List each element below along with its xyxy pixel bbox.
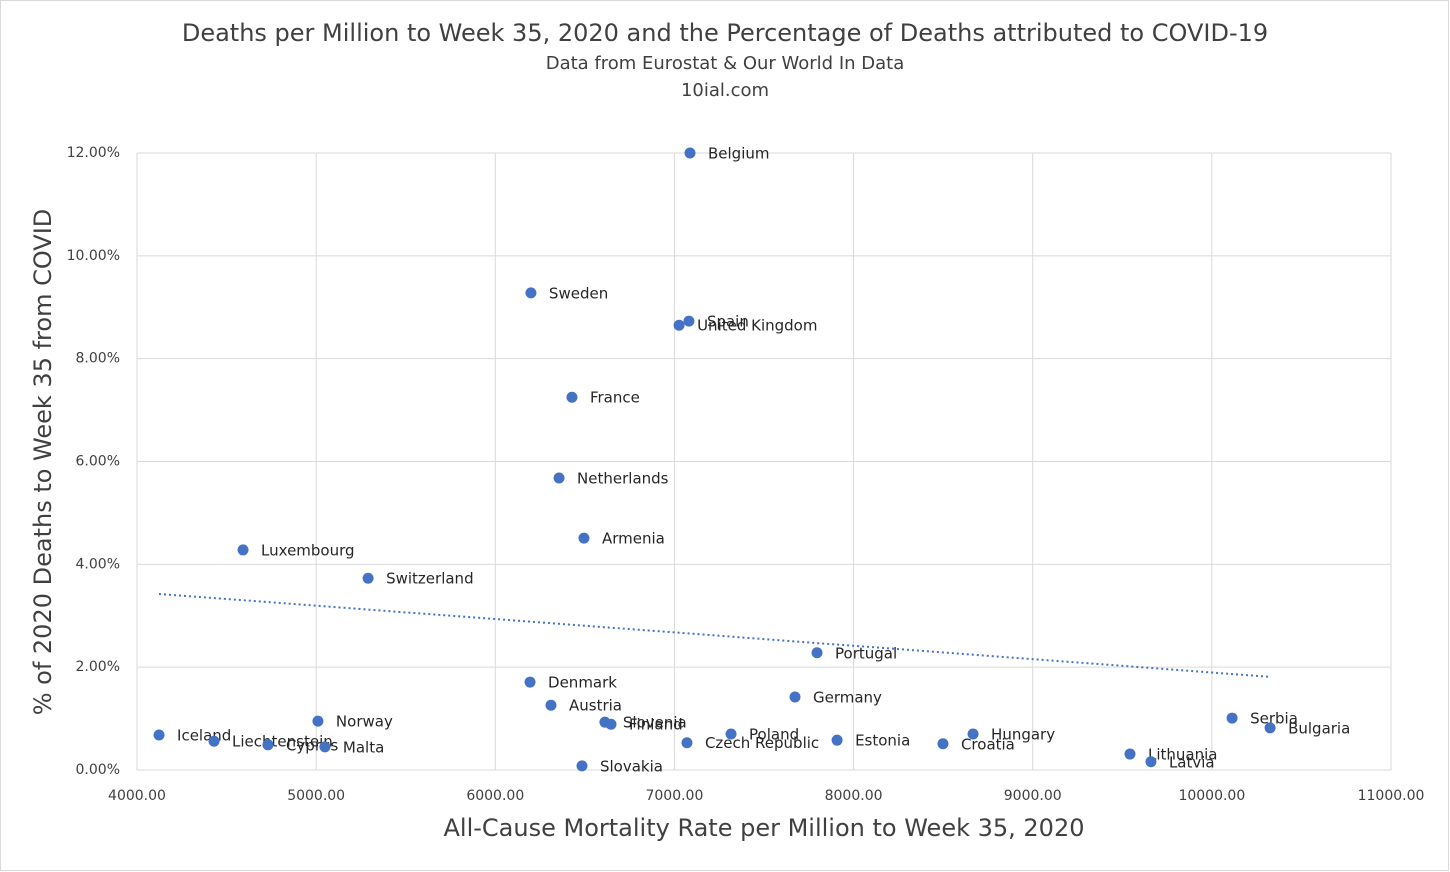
point-label: Croatia <box>961 735 1015 753</box>
point <box>208 735 220 747</box>
x-tick-label: 7000.00 <box>645 788 703 804</box>
point <box>312 715 324 727</box>
point-label: Belgium <box>708 145 770 163</box>
y-tick-label: 12.00% <box>67 145 120 161</box>
y-tick-label: 10.00% <box>67 248 120 264</box>
point-label: Denmark <box>548 674 617 692</box>
point <box>545 699 557 711</box>
point-label: Spain <box>707 313 749 331</box>
point <box>153 729 165 741</box>
point-label: Norway <box>336 713 393 731</box>
point-label: Czech Republic <box>705 734 819 752</box>
y-tick-label: 6.00% <box>76 454 120 470</box>
x-tick-label: 8000.00 <box>825 788 883 804</box>
x-tick-label: 5000.00 <box>287 788 345 804</box>
point-label: Switzerland <box>386 570 474 588</box>
point-label: Cyprus <box>286 736 339 754</box>
point-label: Hungary <box>991 726 1055 744</box>
point <box>262 739 274 751</box>
point <box>578 532 590 544</box>
point-label: Malta <box>343 738 384 756</box>
point-label: Lithuania <box>1148 746 1217 764</box>
y-tick-label: 8.00% <box>76 351 120 367</box>
point <box>725 728 737 740</box>
point <box>683 315 695 327</box>
chart-title: Deaths per Million to Week 35, 2020 and … <box>182 19 1268 47</box>
y-axis-title: % of 2020 Deaths to Week 35 from COVID <box>29 209 57 716</box>
point-label: Poland <box>749 726 799 744</box>
point <box>319 741 331 753</box>
point <box>576 760 588 772</box>
point <box>681 737 693 749</box>
point <box>605 718 617 730</box>
y-tick-label: 4.00% <box>76 556 120 572</box>
point-label: France <box>590 389 640 407</box>
point <box>967 728 979 740</box>
point-label: Germany <box>813 688 882 706</box>
point <box>831 734 843 746</box>
point <box>1145 756 1157 768</box>
chart-subtitle: Data from Eurostat & Our World In Data <box>546 53 905 74</box>
point-label: Finland <box>629 716 683 734</box>
trendline <box>158 592 1271 678</box>
chart-source: 10ial.com <box>681 80 769 101</box>
point-label: Estonia <box>855 732 910 750</box>
point <box>1124 748 1136 760</box>
y-tick-label: 0.00% <box>76 762 120 778</box>
point-label: Bulgaria <box>1288 719 1350 737</box>
point-label: Portugal <box>835 644 897 662</box>
point-label: Netherlands <box>577 469 669 487</box>
point-label: Austria <box>569 697 622 715</box>
x-axis-title: All-Cause Mortality Rate per Million to … <box>444 814 1085 842</box>
point-label: Sweden <box>549 284 608 302</box>
point <box>566 391 578 403</box>
point <box>811 647 823 659</box>
point <box>362 572 374 584</box>
x-tick-label: 4000.00 <box>108 788 166 804</box>
point-label: Luxembourg <box>261 541 355 559</box>
point <box>937 738 949 750</box>
point <box>673 319 685 331</box>
point-label: Iceland <box>177 727 231 745</box>
point-label: Liechtenstein <box>232 733 333 751</box>
point-label: Slovakia <box>600 757 663 775</box>
point <box>1226 712 1238 724</box>
point <box>237 544 249 556</box>
y-tick-label: 2.00% <box>76 659 120 675</box>
point <box>524 676 536 688</box>
point-label: Latvia <box>1169 753 1215 771</box>
x-tick-label: 10000.00 <box>1178 788 1245 804</box>
x-tick-label: 6000.00 <box>466 788 524 804</box>
point <box>525 287 537 299</box>
point <box>789 691 801 703</box>
point <box>1264 722 1276 734</box>
point <box>684 147 696 159</box>
point-label: Serbia <box>1250 710 1298 728</box>
point-label: Armenia <box>602 530 665 548</box>
x-tick-label: 9000.00 <box>1004 788 1062 804</box>
x-tick-label: 11000.00 <box>1358 788 1425 804</box>
point-label: United Kingdom <box>697 317 817 335</box>
point <box>553 472 565 484</box>
point-label: Slovenia <box>623 714 687 732</box>
